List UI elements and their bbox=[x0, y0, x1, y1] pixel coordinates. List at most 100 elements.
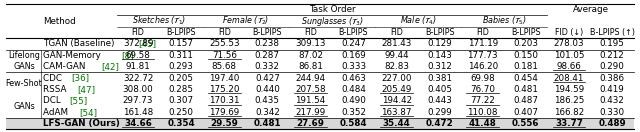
Text: 0.129: 0.129 bbox=[428, 39, 452, 48]
Text: GANs: GANs bbox=[13, 62, 35, 71]
Text: AdAM: AdAM bbox=[44, 108, 71, 117]
Text: 0.386: 0.386 bbox=[600, 74, 625, 82]
Text: Few-Shot: Few-Shot bbox=[6, 79, 42, 88]
Text: 194.59: 194.59 bbox=[554, 85, 584, 94]
Text: 0.287: 0.287 bbox=[255, 51, 280, 60]
Text: 0.487: 0.487 bbox=[513, 96, 538, 105]
Text: FID: FID bbox=[476, 28, 489, 37]
Text: Babies ($\mathcal{T}_5$): Babies ($\mathcal{T}_5$) bbox=[482, 15, 527, 27]
Text: 179.69: 179.69 bbox=[209, 108, 239, 117]
Text: 309.13: 309.13 bbox=[295, 39, 326, 48]
Text: 0.484: 0.484 bbox=[341, 85, 366, 94]
Text: [55]: [55] bbox=[70, 96, 88, 105]
Text: 281.43: 281.43 bbox=[381, 39, 412, 48]
Text: B-LPIPS: B-LPIPS bbox=[425, 28, 454, 37]
Text: 175.20: 175.20 bbox=[209, 85, 239, 94]
Text: 372.89: 372.89 bbox=[123, 39, 154, 48]
Text: 177.73: 177.73 bbox=[467, 51, 498, 60]
Text: 0.405: 0.405 bbox=[427, 85, 452, 94]
Text: 76.70: 76.70 bbox=[470, 85, 495, 94]
Text: 0.299: 0.299 bbox=[428, 108, 452, 117]
Text: [47]: [47] bbox=[77, 85, 95, 94]
Text: 255.53: 255.53 bbox=[209, 39, 239, 48]
Text: 110.08: 110.08 bbox=[468, 108, 498, 117]
Text: 0.419: 0.419 bbox=[600, 85, 625, 94]
Text: 0.435: 0.435 bbox=[255, 96, 280, 105]
Text: 91.81: 91.81 bbox=[125, 62, 150, 71]
Text: 0.181: 0.181 bbox=[513, 62, 538, 71]
Text: 0.584: 0.584 bbox=[340, 119, 367, 128]
Text: CAM-GAN: CAM-GAN bbox=[44, 62, 88, 71]
Text: Task Order: Task Order bbox=[308, 5, 355, 14]
Text: 0.307: 0.307 bbox=[168, 96, 194, 105]
Text: 35.44: 35.44 bbox=[383, 119, 410, 128]
Text: B-LPIPS: B-LPIPS bbox=[166, 28, 196, 37]
Text: 0.311: 0.311 bbox=[169, 51, 193, 60]
Text: 0.354: 0.354 bbox=[167, 119, 195, 128]
Text: 191.54: 191.54 bbox=[295, 96, 326, 105]
Bar bbox=[6, 118, 634, 129]
Text: 0.481: 0.481 bbox=[253, 119, 281, 128]
Text: 194.42: 194.42 bbox=[381, 96, 412, 105]
Text: 41.48: 41.48 bbox=[469, 119, 497, 128]
Text: 0.556: 0.556 bbox=[512, 119, 540, 128]
Text: FID: FID bbox=[304, 28, 317, 37]
Text: FID: FID bbox=[132, 28, 145, 37]
Text: 0.312: 0.312 bbox=[428, 62, 452, 71]
Text: 0.203: 0.203 bbox=[513, 39, 538, 48]
Text: 0.407: 0.407 bbox=[513, 108, 538, 117]
Text: 69.58: 69.58 bbox=[125, 51, 150, 60]
Text: 322.72: 322.72 bbox=[123, 74, 153, 82]
Text: 244.94: 244.94 bbox=[295, 74, 326, 82]
Text: TGAN (Baseline): TGAN (Baseline) bbox=[44, 39, 118, 48]
Text: [45]: [45] bbox=[139, 39, 157, 48]
Text: 77.22: 77.22 bbox=[470, 96, 495, 105]
Text: 34.66: 34.66 bbox=[124, 119, 152, 128]
Text: 207.58: 207.58 bbox=[295, 85, 326, 94]
Text: B-LPIPS: B-LPIPS bbox=[511, 28, 541, 37]
Text: 166.82: 166.82 bbox=[554, 108, 584, 117]
Text: GANs: GANs bbox=[13, 102, 35, 111]
Text: 0.432: 0.432 bbox=[600, 96, 625, 105]
Text: Lifelong: Lifelong bbox=[8, 51, 40, 60]
Text: 0.157: 0.157 bbox=[169, 39, 194, 48]
Text: 0.490: 0.490 bbox=[341, 96, 366, 105]
Text: 0.342: 0.342 bbox=[255, 108, 280, 117]
Text: 0.150: 0.150 bbox=[513, 51, 538, 60]
Text: 0.169: 0.169 bbox=[341, 51, 366, 60]
Text: 98.66: 98.66 bbox=[557, 62, 581, 71]
Text: 0.205: 0.205 bbox=[169, 74, 194, 82]
Text: 27.69: 27.69 bbox=[296, 119, 324, 128]
Text: 85.68: 85.68 bbox=[212, 62, 237, 71]
Text: 163.87: 163.87 bbox=[381, 108, 412, 117]
Text: 0.238: 0.238 bbox=[255, 39, 280, 48]
Text: FID: FID bbox=[390, 28, 403, 37]
Text: 0.443: 0.443 bbox=[428, 96, 452, 105]
Text: 227.00: 227.00 bbox=[381, 74, 412, 82]
Text: LFS-GAN (Ours): LFS-GAN (Ours) bbox=[44, 119, 120, 128]
Text: 0.212: 0.212 bbox=[600, 51, 625, 60]
Text: 205.49: 205.49 bbox=[381, 85, 412, 94]
Text: 0.352: 0.352 bbox=[341, 108, 366, 117]
Text: Sketches ($\mathcal{T}_1$): Sketches ($\mathcal{T}_1$) bbox=[132, 15, 187, 27]
Text: 170.31: 170.31 bbox=[209, 96, 239, 105]
Text: 297.73: 297.73 bbox=[123, 96, 154, 105]
Text: Male ($\mathcal{T}_4$): Male ($\mathcal{T}_4$) bbox=[400, 15, 436, 27]
Text: FID: FID bbox=[218, 28, 230, 37]
Text: 0.195: 0.195 bbox=[600, 39, 625, 48]
Text: FID (↓): FID (↓) bbox=[555, 28, 583, 37]
Text: 99.44: 99.44 bbox=[384, 51, 409, 60]
Text: 101.05: 101.05 bbox=[554, 51, 584, 60]
Text: 0.481: 0.481 bbox=[513, 85, 538, 94]
Text: 0.250: 0.250 bbox=[169, 108, 194, 117]
Text: [54]: [54] bbox=[79, 108, 97, 117]
Text: 0.427: 0.427 bbox=[255, 74, 280, 82]
Text: 0.143: 0.143 bbox=[428, 51, 452, 60]
Text: [42]: [42] bbox=[101, 62, 119, 71]
Text: B-LPIPS (↑): B-LPIPS (↑) bbox=[589, 28, 634, 37]
Text: 0.463: 0.463 bbox=[341, 74, 366, 82]
Text: 87.02: 87.02 bbox=[298, 51, 323, 60]
Text: 0.293: 0.293 bbox=[169, 62, 193, 71]
Text: 0.440: 0.440 bbox=[255, 85, 280, 94]
Text: 146.20: 146.20 bbox=[468, 62, 498, 71]
